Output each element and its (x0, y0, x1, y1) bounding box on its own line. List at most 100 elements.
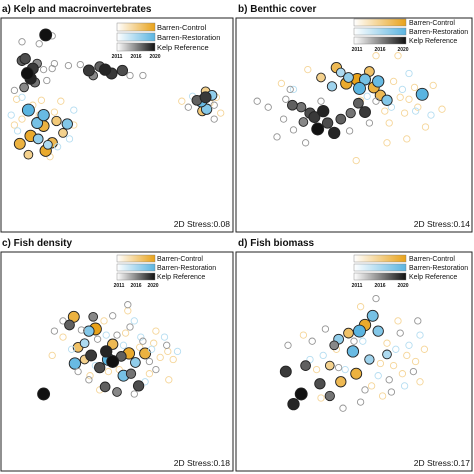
data-point-barren-control (405, 95, 413, 103)
legend-year-tick: 2020 (147, 283, 158, 289)
data-point-barren-restoration (346, 345, 360, 358)
data-point-barren-restoration (37, 108, 50, 122)
plot-frame (235, 251, 473, 472)
legend: Barren-Control Barren-Restoration Kelp R… (112, 22, 220, 60)
data-point-kelp-reference (396, 329, 404, 337)
legend-label-kelp-reference: Kelp Reference (409, 274, 457, 281)
data-point-kelp-reference (317, 97, 325, 105)
data-point-barren-control (400, 109, 409, 117)
data-point-barren-control (165, 376, 173, 384)
point-layer (37, 301, 182, 401)
panel-a: a) Kelp and macroinvertebrates Barren-Co… (0, 4, 234, 233)
data-point-barren-control (136, 343, 144, 351)
legend-label-kelp-reference: Kelp Reference (157, 43, 209, 52)
data-point-kelp-reference (279, 365, 292, 378)
legend-label-kelp-reference: Kelp Reference (157, 274, 205, 281)
data-point-barren-restoration (363, 92, 371, 100)
legend-label-kelp-reference: Kelp Reference (409, 38, 457, 45)
data-point-barren-restoration (411, 107, 420, 115)
legend-year-tick: 2016 (130, 54, 141, 60)
data-point-barren-restoration (353, 324, 366, 338)
data-point-kelp-reference (372, 97, 380, 105)
data-point-barren-control (438, 105, 446, 113)
data-point-barren-control (411, 357, 420, 366)
data-point-barren-control (343, 327, 354, 339)
data-point-barren-restoration (13, 127, 22, 135)
data-point-kelp-reference (321, 325, 330, 333)
data-point-barren-restoration (372, 325, 384, 337)
data-point-kelp-reference (339, 404, 347, 412)
data-point-kelp-reference (311, 122, 325, 136)
data-point-barren-control (169, 355, 177, 364)
data-point-barren-restoration (173, 347, 182, 356)
panel-title: b) Benthic cover (238, 4, 316, 15)
data-point-kelp-reference (39, 65, 48, 74)
data-point-kelp-reference (317, 104, 330, 118)
data-point-kelp-reference (414, 317, 422, 325)
stress-label: 2D Stress:0.17 (414, 458, 470, 468)
data-point-barren-control (316, 72, 326, 83)
data-point-barren-restoration (364, 354, 375, 365)
legend-swatch-kelp-reference (353, 36, 407, 45)
panel-title: d) Fish biomass (238, 238, 315, 249)
data-point-barren-control (398, 370, 407, 378)
legend-swatch-barren-restoration (353, 27, 407, 36)
data-point-kelp-reference (99, 381, 111, 393)
data-point-barren-control (350, 367, 363, 380)
data-point-kelp-reference (64, 61, 73, 70)
data-point-kelp-reference (314, 378, 326, 390)
data-point-kelp-reference (210, 115, 218, 123)
data-point-kelp-reference (37, 387, 51, 401)
legend-swatch-barren-control (353, 254, 407, 263)
data-point-barren-restoration (32, 133, 44, 145)
data-point-barren-control (352, 156, 360, 165)
data-point-barren-restoration (372, 75, 385, 88)
point-layer (253, 52, 446, 165)
data-point-kelp-reference (300, 360, 311, 371)
data-point-kelp-reference (18, 38, 26, 46)
data-point-barren-restoration (319, 351, 327, 360)
data-point-barren-control (18, 115, 26, 123)
data-point-barren-restoration (359, 337, 367, 345)
data-point-barren-restoration (68, 357, 82, 370)
data-point-kelp-reference (20, 67, 34, 80)
data-point-barren-control (100, 317, 108, 325)
data-point-barren-control (383, 339, 391, 347)
data-point-kelp-reference (387, 388, 396, 396)
data-point-barren-control (59, 333, 67, 341)
data-point-kelp-reference (85, 349, 98, 362)
data-point-kelp-reference (163, 341, 171, 349)
data-point-barren-restoration (392, 345, 400, 353)
data-point-barren-control (410, 83, 419, 92)
legend-swatch-kelp-reference (116, 272, 156, 281)
data-point-barren-restoration (366, 309, 379, 322)
data-point-barren-restoration (31, 117, 44, 129)
data-point-barren-control (394, 52, 402, 60)
data-point-kelp-reference (124, 301, 132, 309)
data-point-kelp-reference (35, 40, 43, 48)
legend-swatch-barren-restoration (116, 32, 156, 42)
legend-year-tick: 2016 (130, 283, 141, 289)
data-point-kelp-reference (335, 113, 347, 125)
data-point-kelp-reference (324, 390, 335, 402)
data-point-kelp-reference (88, 311, 99, 322)
data-point-barren-control (145, 370, 154, 378)
data-point-barren-restoration (353, 81, 366, 95)
panel-title: a) Kelp and macroinvertebrates (2, 4, 152, 15)
data-point-barren-restoration (335, 67, 346, 78)
data-point-barren-control (394, 317, 402, 325)
legend-label-barren-restoration: Barren-Restoration (409, 29, 468, 36)
data-point-barren-restoration (21, 103, 35, 117)
data-point-barren-control (58, 128, 68, 138)
data-point-barren-control (299, 331, 308, 339)
data-point-barren-restoration (130, 357, 141, 368)
data-point-kelp-reference (279, 115, 288, 123)
data-point-kelp-reference (85, 376, 93, 384)
legend-year-tick: 2011 (114, 283, 125, 289)
legend: Barren-Control Barren-Restoration Kelp R… (114, 254, 216, 289)
data-point-barren-control (104, 367, 113, 376)
data-point-barren-restoration (137, 333, 145, 341)
legend-swatch-kelp-reference (116, 42, 156, 52)
data-point-barren-control (150, 339, 158, 347)
data-point-kelp-reference (139, 71, 147, 80)
